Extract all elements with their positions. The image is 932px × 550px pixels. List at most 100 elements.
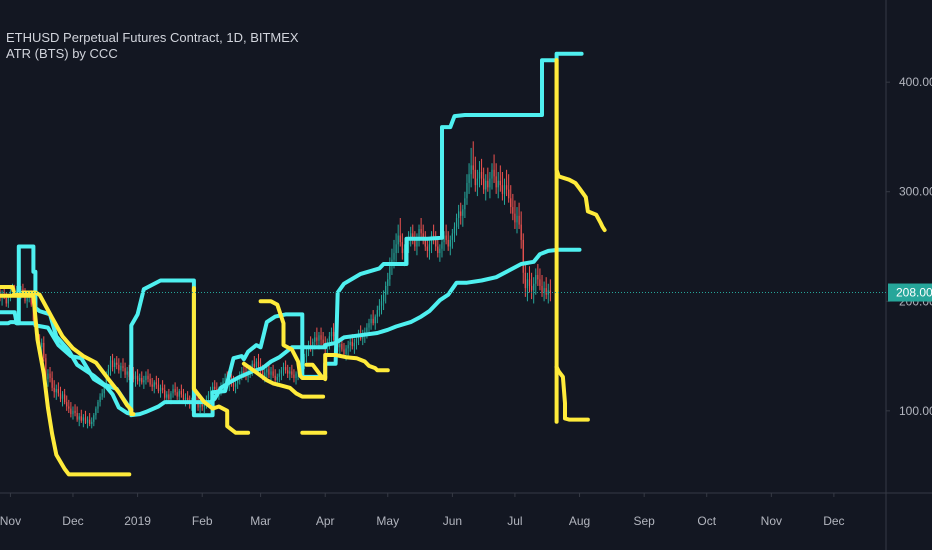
candle-body <box>66 402 68 407</box>
candle-body <box>116 362 118 365</box>
candle-body <box>274 375 276 381</box>
candle-body <box>537 274 539 280</box>
candle-body <box>122 365 124 369</box>
candle-body <box>455 218 458 227</box>
candle-body <box>458 211 460 219</box>
candle-body <box>312 341 314 348</box>
x-tick-label: 2019 <box>124 514 151 528</box>
candle-body <box>293 374 295 378</box>
candle-body <box>16 290 18 293</box>
candle-body <box>45 358 47 380</box>
atr-short-line <box>304 362 328 382</box>
x-tick-label: Nov <box>0 514 21 528</box>
candle-body <box>164 390 166 398</box>
candle-body <box>99 396 101 403</box>
candle-body <box>332 331 335 337</box>
candle-body <box>339 344 341 348</box>
candle-body <box>516 215 518 223</box>
candle-body <box>341 344 343 350</box>
candle-body <box>462 209 464 216</box>
candle-body <box>428 244 431 251</box>
candle-body <box>72 410 74 415</box>
candle-body <box>97 402 99 409</box>
candle-body <box>472 165 474 170</box>
candle-body <box>370 318 372 324</box>
candle-body <box>305 350 308 358</box>
candle-body <box>276 376 278 381</box>
candle-body <box>418 228 420 238</box>
candle-body <box>449 239 451 247</box>
candle-body <box>439 248 441 254</box>
candle-body <box>437 246 439 254</box>
candle-body <box>272 371 274 376</box>
candle-body <box>49 373 51 378</box>
x-tick-label: Jul <box>507 514 522 528</box>
candle-body <box>412 233 414 240</box>
candle-body <box>91 421 93 424</box>
candle-body <box>399 235 401 243</box>
candle-body <box>174 388 176 393</box>
candle-body <box>303 357 305 363</box>
candle-body <box>264 372 266 377</box>
y-tick-label: 300.00 <box>899 185 932 199</box>
candle-body <box>501 185 504 194</box>
candle-body <box>514 213 516 223</box>
candle-body <box>151 384 153 387</box>
candle-body <box>453 226 456 234</box>
candle-body <box>489 178 491 188</box>
candle-body <box>493 169 495 177</box>
candle-body <box>184 397 187 400</box>
candle-body <box>166 394 168 398</box>
candle-body <box>68 406 70 409</box>
candle-body <box>549 290 551 293</box>
candle-body <box>237 379 239 384</box>
atr-short-line <box>554 58 607 233</box>
candle-body <box>243 371 245 374</box>
candle-body <box>503 185 506 194</box>
candle-body <box>491 169 493 179</box>
candle-body <box>232 382 235 387</box>
candle-body <box>470 165 472 175</box>
candle-body <box>366 327 368 332</box>
candle-body <box>145 375 147 381</box>
candle-body <box>270 371 272 375</box>
atr-short-line <box>191 286 251 435</box>
candle-body <box>74 410 76 414</box>
candle-body <box>416 237 418 247</box>
candle-body <box>78 416 80 420</box>
candle-body <box>318 335 320 341</box>
candle-body <box>362 336 364 339</box>
candle-body <box>541 285 543 293</box>
x-tick-label: Oct <box>697 514 716 528</box>
candle-body <box>55 388 57 393</box>
candle-body <box>255 361 258 368</box>
candle-body <box>180 391 182 395</box>
candle-body <box>526 279 529 289</box>
candle-body <box>520 224 522 240</box>
candle-body <box>393 253 395 260</box>
x-tick-label: Feb <box>192 514 213 528</box>
candle-body <box>483 178 485 190</box>
candle-body <box>478 172 481 179</box>
candle-body <box>376 310 378 317</box>
atr-short-line <box>241 361 326 399</box>
chart-legend: ETHUSD Perpetual Futures Contract, 1D, B… <box>6 30 299 62</box>
candle-body <box>186 397 189 403</box>
candle-body <box>203 403 205 407</box>
candle-body <box>182 394 185 400</box>
candle-body <box>253 363 255 368</box>
candle-body <box>443 235 445 243</box>
candle-body <box>268 369 270 375</box>
candle-body <box>0 290 1 297</box>
candle-body <box>435 239 437 247</box>
candle-body <box>385 285 387 295</box>
candle-body <box>284 367 287 371</box>
candle-body <box>522 239 524 273</box>
candle-body <box>414 239 416 247</box>
candle-body <box>282 367 285 371</box>
candle-body <box>495 176 497 188</box>
candle-body <box>545 288 547 295</box>
candle-body <box>109 360 112 370</box>
candle-body <box>535 274 537 284</box>
